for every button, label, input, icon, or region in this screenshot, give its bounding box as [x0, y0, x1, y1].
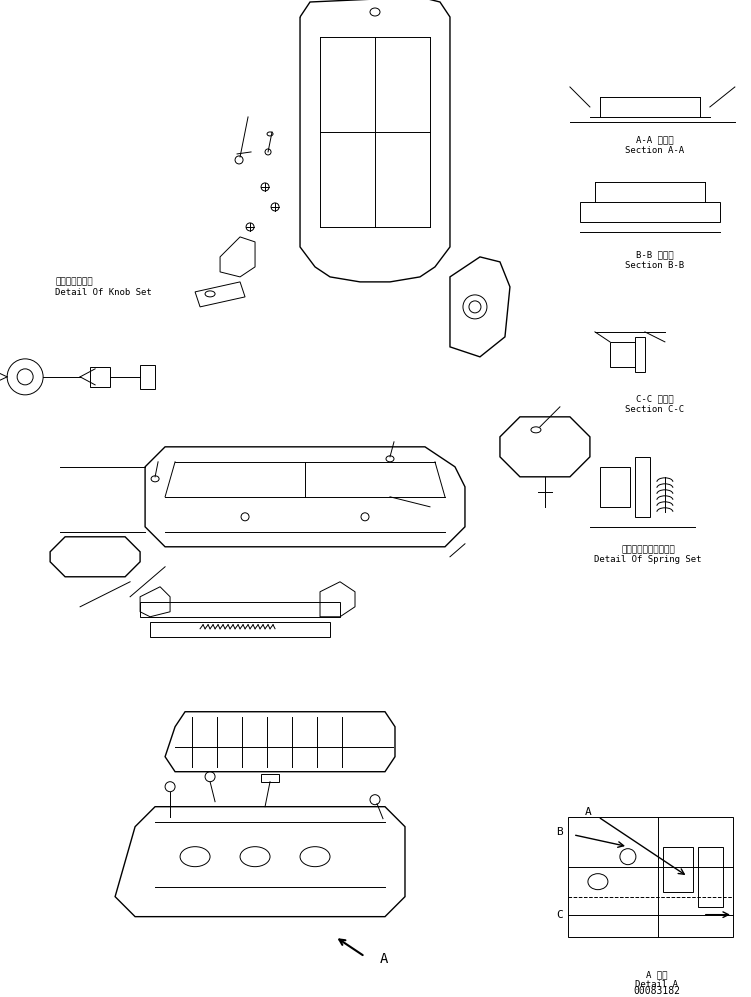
Bar	[600, 467, 630, 506]
Bar	[610, 342, 635, 367]
Text: C: C	[556, 909, 563, 919]
Bar	[261, 774, 279, 782]
Text: C-C 断　面
Section C-C: C-C 断 面 Section C-C	[626, 394, 684, 414]
Text: A: A	[380, 951, 388, 966]
Text: B-B 断　面
Section B-B: B-B 断 面 Section B-B	[626, 250, 684, 269]
Bar	[698, 846, 723, 906]
Text: スプリング取付部詳細
Detail Of Spring Set: スプリング取付部詳細 Detail Of Spring Set	[594, 545, 701, 564]
Bar	[580, 202, 720, 222]
Text: ノブ取付部詳細
Detail Of Knob Set: ノブ取付部詳細 Detail Of Knob Set	[55, 277, 152, 296]
Bar	[150, 622, 330, 637]
Text: A 詳細
Detail A: A 詳細 Detail A	[635, 970, 678, 989]
Text: A-A 断　面
Section A-A: A-A 断 面 Section A-A	[626, 136, 684, 155]
Bar	[140, 365, 155, 389]
Bar	[663, 846, 693, 891]
Text: B: B	[556, 827, 563, 836]
Bar	[635, 457, 650, 516]
Bar	[90, 367, 110, 387]
Bar	[140, 602, 340, 617]
Bar	[568, 817, 733, 936]
Bar	[635, 337, 645, 372]
Text: 00083182: 00083182	[633, 986, 680, 996]
Text: A: A	[584, 807, 591, 817]
